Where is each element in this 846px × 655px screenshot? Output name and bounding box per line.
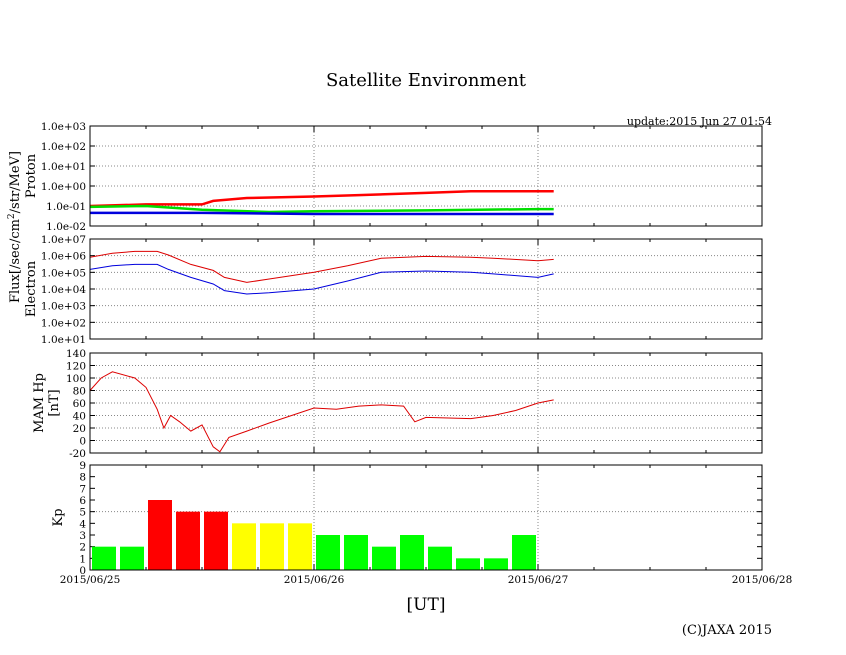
mam_hp-ytick-label: 140 <box>66 348 86 360</box>
x-tick-label: 2015/06/27 <box>508 574 569 586</box>
electron-ytick-label: 1.0e+01 <box>41 334 86 346</box>
proton-ytick-label: 1.0e+01 <box>41 161 86 173</box>
electron-series-blue <box>89 263 554 295</box>
flux-label-superscript: 2 <box>7 213 17 219</box>
proton-panel-frame <box>89 125 763 227</box>
kp-bar <box>484 558 508 570</box>
kp-ytick-label: 0 <box>79 565 86 577</box>
mam_hp-axis-title: MAM Hp <box>32 373 47 433</box>
kp-panel-frame <box>89 464 763 571</box>
update-timestamp: update:2015 Jun 27 01:54 <box>627 115 772 128</box>
mam_hp-ytick-label: -20 <box>69 448 86 460</box>
kp-ytick-label: 3 <box>79 530 86 542</box>
electron-ytick-label: 1.0e+05 <box>41 267 86 279</box>
kp-bar <box>456 558 480 570</box>
proton-ytick-label: 1.0e-01 <box>46 201 86 213</box>
proton-ytick-label: 1.0e+00 <box>41 181 86 193</box>
kp-ytick-label: 2 <box>79 542 86 554</box>
electron-ytick-label: 1.0e+04 <box>41 284 86 296</box>
mam_hp-ytick-label: 60 <box>73 398 86 410</box>
kp-bar <box>120 546 144 570</box>
kp-ytick-label: 7 <box>79 483 86 495</box>
electron-ytick-label: 1.0e+07 <box>41 234 86 246</box>
panels: 1.0e-02 1.0e-01 1.0e+00 1.0e+01 1.0e+02 1.0e+… <box>24 121 792 586</box>
electron-ytick-label: 1.0e+03 <box>41 301 86 313</box>
kp-bar <box>428 546 452 570</box>
x-axis-label: [UT] <box>407 595 446 615</box>
mam_hp-series-Hp <box>89 371 554 453</box>
mam_hp-ytick-label: 120 <box>66 361 86 373</box>
kp-bar <box>232 523 256 570</box>
kp-ytick-label: 6 <box>79 495 86 507</box>
mam_hp-panel-frame <box>89 352 763 454</box>
proton-ytick-label: 1.0e+03 <box>41 121 86 133</box>
proton-ytick-label: 1.0e-02 <box>46 221 86 233</box>
electron-ytick-label: 1.0e+02 <box>41 317 86 329</box>
copyright: (C)JAXA 2015 <box>682 623 772 638</box>
electron-series-red <box>89 250 554 283</box>
kp-bar <box>92 546 116 570</box>
x-tick-label: 2015/06/28 <box>732 574 793 586</box>
x-tick-label: 2015/06/26 <box>284 574 345 586</box>
mam_hp-axis-title: [nT] <box>47 389 62 416</box>
mam_hp-ytick-label: 20 <box>73 423 86 435</box>
chart-title: Satellite Environment <box>326 70 527 91</box>
kp-ytick-label: 8 <box>79 472 86 484</box>
electron-ytick-label: 1.0e+06 <box>41 251 86 263</box>
proton-axis-title: Proton <box>24 153 39 198</box>
kp-ytick-label: 1 <box>79 553 86 565</box>
kp-axis-title: Kp <box>51 508 66 526</box>
proton-series-green <box>89 204 554 214</box>
x-tick-label: 2015/06/25 <box>60 574 121 586</box>
mam_hp-ytick-label: 40 <box>73 411 86 423</box>
kp-bar <box>204 511 228 570</box>
kp-bar <box>372 546 396 570</box>
kp-bar <box>400 535 424 570</box>
flux-label-part-2: /str/MeV] <box>8 151 23 213</box>
proton-ytick-label: 1.0e+02 <box>41 141 86 153</box>
kp-bar <box>148 500 172 570</box>
kp-bar <box>512 535 536 570</box>
kp-ytick-label: 5 <box>79 507 86 519</box>
mam_hp-ytick-label: 80 <box>73 386 86 398</box>
flux-label-part-1: Flux[/sec/cm <box>8 219 23 303</box>
proton-series-blue <box>90 211 554 216</box>
flux-axis-label: Flux[/sec/cm2/str/MeV] <box>7 151 23 303</box>
kp-bar <box>288 523 312 570</box>
mam_hp-ytick-label: 100 <box>66 373 86 385</box>
electron-panel-frame <box>89 238 763 340</box>
kp-bar <box>176 511 200 570</box>
kp-ytick-label: 9 <box>79 460 86 472</box>
kp-bar <box>260 523 284 570</box>
kp-ytick-label: 4 <box>79 518 86 530</box>
kp-bar <box>316 535 340 570</box>
proton-series-red <box>89 189 554 208</box>
electron-axis-title: Electron <box>24 260 39 317</box>
kp-bar <box>344 535 368 570</box>
mam_hp-ytick-label: 0 <box>79 436 86 448</box>
